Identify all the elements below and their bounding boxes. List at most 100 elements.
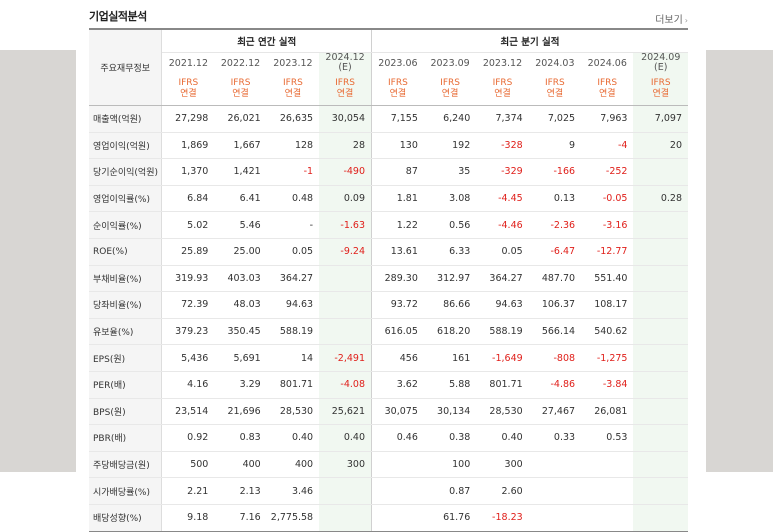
table-cell [371, 477, 424, 505]
row-label: 영업이익(억원) [89, 132, 163, 160]
table-cell: 86.66 [423, 291, 477, 319]
table-cell: 28 [319, 132, 373, 160]
ifrs-label: IFRS [544, 78, 565, 88]
table-cell: 551.40 [581, 265, 634, 293]
ifrs-badge: IFRS 연결 [161, 73, 215, 106]
table-cell: 2.13 [214, 477, 267, 505]
table-cell [633, 398, 688, 426]
table-cell: 61.76 [423, 504, 477, 532]
table-cell: 5,436 [161, 344, 215, 372]
table-cell: 618.20 [423, 318, 477, 346]
table-cell [371, 450, 424, 479]
more-link[interactable]: 더보기 › [655, 11, 688, 26]
table-cell: -9.24 [319, 238, 373, 266]
table-cell: 94.63 [476, 291, 529, 319]
date-header: 2021.12 [168, 57, 209, 69]
table-cell: 192 [423, 132, 477, 160]
table-cell: 87 [371, 158, 424, 186]
row-label: PBR(배) [89, 424, 163, 452]
table-cell: 20 [633, 132, 688, 160]
table-cell: 5.02 [161, 211, 215, 239]
table-cell: 7,097 [633, 105, 688, 133]
table-cell: -166 [528, 158, 582, 186]
table-cell: 25.89 [161, 238, 215, 266]
table-cell: 3.62 [371, 371, 424, 399]
table-cell: 7,155 [371, 105, 424, 133]
table-cell: 21,696 [214, 398, 267, 426]
table-cell [319, 318, 373, 346]
table-cell: 0.53 [581, 424, 634, 452]
table-cell: 48.03 [214, 291, 267, 319]
table-cell: 379.23 [161, 318, 215, 346]
row-label: 순이익률(%) [89, 211, 163, 239]
table-cell: 25.00 [214, 238, 267, 266]
table-cell [633, 265, 688, 293]
table-cell: 28,530 [266, 398, 320, 426]
table-row: 부채비율(%) 319.93 403.03 364.27 289.30 312.97 364… [89, 265, 688, 293]
table-cell [319, 291, 373, 319]
table-cell: 0.33 [528, 424, 582, 452]
table-cell: 364.27 [266, 265, 320, 293]
table-cell: 1,667 [214, 132, 267, 160]
table-cell: 5.88 [423, 371, 477, 399]
table-cell: 9 [528, 132, 582, 160]
row-label: 유보율(%) [89, 318, 163, 346]
table-cell: 106.37 [528, 291, 582, 319]
table-cell: -2.36 [528, 211, 582, 239]
table-cell [633, 450, 688, 479]
ifrs-badge: IFRS 연결 [633, 73, 688, 106]
table-cell [633, 371, 688, 399]
financial-table: 주요재무정보 최근 연간 실적 최근 분기 실적 2021.12 2022.12… [89, 28, 688, 532]
row-label: 당기순이익(억원) [89, 158, 163, 186]
table-cell: 312.97 [423, 265, 477, 293]
table-cell: -252 [581, 158, 634, 186]
table-cell: -1,649 [476, 344, 529, 372]
table-cell: 400 [266, 450, 320, 479]
table-cell [633, 211, 688, 239]
table-cell: 161 [423, 344, 477, 372]
table-cell: 0.40 [319, 424, 373, 452]
table-cell: 28,530 [476, 398, 529, 426]
table-cell: -808 [528, 344, 582, 372]
table-cell: 0.56 [423, 211, 477, 239]
more-label: 더보기 [655, 15, 683, 26]
table-cell [528, 477, 582, 505]
table-cell: 0.05 [266, 238, 320, 266]
date-header-estimate: 2024.12 (E) [319, 52, 373, 73]
table-cell: 14 [266, 344, 320, 372]
consolidated-label: 연결 [598, 89, 616, 99]
row-label: ROE(%) [89, 238, 163, 266]
table-row: 배당성향(%) 9.18 7.16 2,775.58 61.76 -18.23 [89, 504, 688, 532]
consolidated-label: 연결 [389, 89, 407, 99]
table-cell: -0.05 [581, 185, 634, 213]
table-cell: 108.17 [581, 291, 634, 319]
date-header: 2022.12 [220, 57, 261, 69]
row-label: PER(배) [89, 371, 163, 399]
table-cell [581, 504, 634, 532]
quarter-group-header: 최근 분기 실적 [371, 29, 688, 53]
table-cell: 0.48 [266, 185, 320, 213]
table-cell: 1.81 [371, 185, 424, 213]
table-cell: 350.45 [214, 318, 267, 346]
table-cell: 0.46 [371, 424, 424, 452]
table-cell: 93.72 [371, 291, 424, 319]
table-cell: 26,635 [266, 105, 320, 133]
row-label: 배당성향(%) [89, 504, 163, 532]
date-header: 2024.03 [535, 57, 575, 69]
consolidated-label: 연결 [652, 89, 669, 99]
date-header: 2023.09 [430, 57, 470, 69]
row-label: EPS(원) [89, 344, 163, 372]
table-cell: 0.38 [423, 424, 477, 452]
ifrs-label: IFRS [283, 78, 303, 88]
table-cell: 364.27 [476, 265, 529, 293]
table-cell: 30,054 [319, 105, 373, 133]
table-cell: 128 [266, 132, 320, 160]
table-cell: 0.09 [319, 185, 373, 213]
ifrs-label: IFRS [178, 78, 199, 88]
table-cell: 27,467 [528, 398, 582, 426]
table-cell: -4.46 [476, 211, 529, 239]
table-cell: -4.45 [476, 185, 529, 213]
table-cell [633, 477, 688, 505]
table-cell: 540.62 [581, 318, 634, 346]
row-label: 시가배당률(%) [89, 477, 163, 505]
